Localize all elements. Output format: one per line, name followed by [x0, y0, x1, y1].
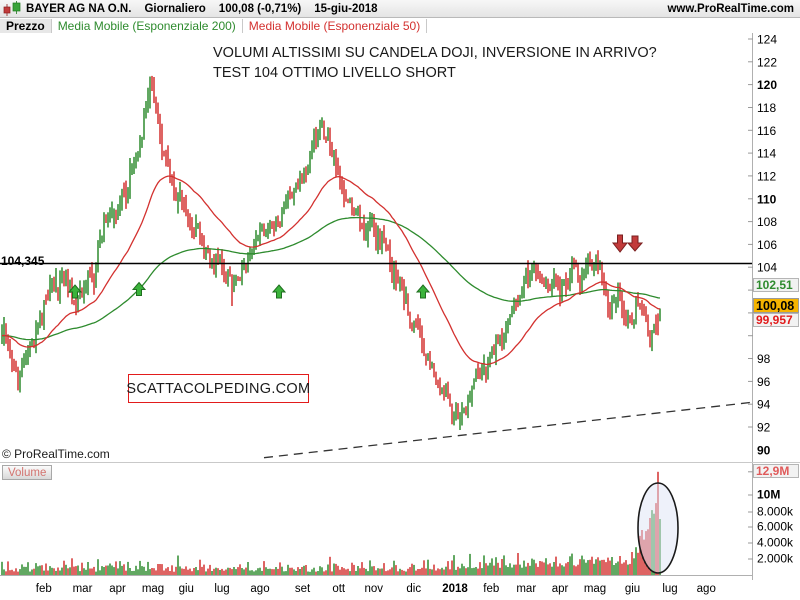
- svg-text:104: 104: [757, 261, 777, 275]
- svg-text:114: 114: [757, 147, 776, 161]
- svg-text:118: 118: [757, 101, 776, 115]
- svg-text:96: 96: [757, 375, 771, 389]
- svg-text:mar: mar: [73, 583, 93, 595]
- svg-text:8.000k: 8.000k: [757, 505, 794, 519]
- svg-text:feb: feb: [483, 583, 499, 595]
- svg-text:feb: feb: [36, 583, 52, 595]
- svg-text:lug: lug: [662, 583, 677, 595]
- svg-text:124: 124: [757, 33, 777, 47]
- svg-text:94: 94: [757, 398, 771, 412]
- svg-text:4.000k: 4.000k: [757, 536, 794, 550]
- svg-text:10M: 10M: [757, 488, 780, 502]
- svg-text:112: 112: [757, 169, 776, 183]
- svg-text:mar: mar: [516, 583, 536, 595]
- svg-text:98: 98: [757, 352, 771, 366]
- svg-text:apr: apr: [109, 583, 126, 595]
- svg-text:110: 110: [757, 192, 777, 206]
- svg-text:108: 108: [757, 215, 777, 229]
- svg-text:90: 90: [757, 443, 771, 457]
- svg-text:apr: apr: [552, 583, 569, 595]
- svg-text:122: 122: [757, 55, 777, 69]
- svg-text:giu: giu: [625, 583, 640, 595]
- svg-text:2018: 2018: [442, 583, 468, 595]
- svg-text:mag: mag: [142, 583, 164, 595]
- svg-text:ago: ago: [697, 583, 716, 595]
- svg-text:2.000k: 2.000k: [757, 552, 794, 566]
- svg-text:giu: giu: [179, 583, 194, 595]
- svg-text:lug: lug: [214, 583, 229, 595]
- svg-text:dic: dic: [406, 583, 421, 595]
- svg-text:92: 92: [757, 421, 771, 435]
- svg-text:106: 106: [757, 238, 777, 252]
- svg-text:mag: mag: [584, 583, 606, 595]
- svg-text:ott: ott: [332, 583, 346, 595]
- svg-text:120: 120: [757, 78, 777, 92]
- svg-text:nov: nov: [364, 583, 383, 595]
- svg-text:6.000k: 6.000k: [757, 520, 794, 534]
- svg-text:116: 116: [757, 124, 776, 138]
- svg-text:set: set: [295, 583, 311, 595]
- svg-text:ago: ago: [250, 583, 269, 595]
